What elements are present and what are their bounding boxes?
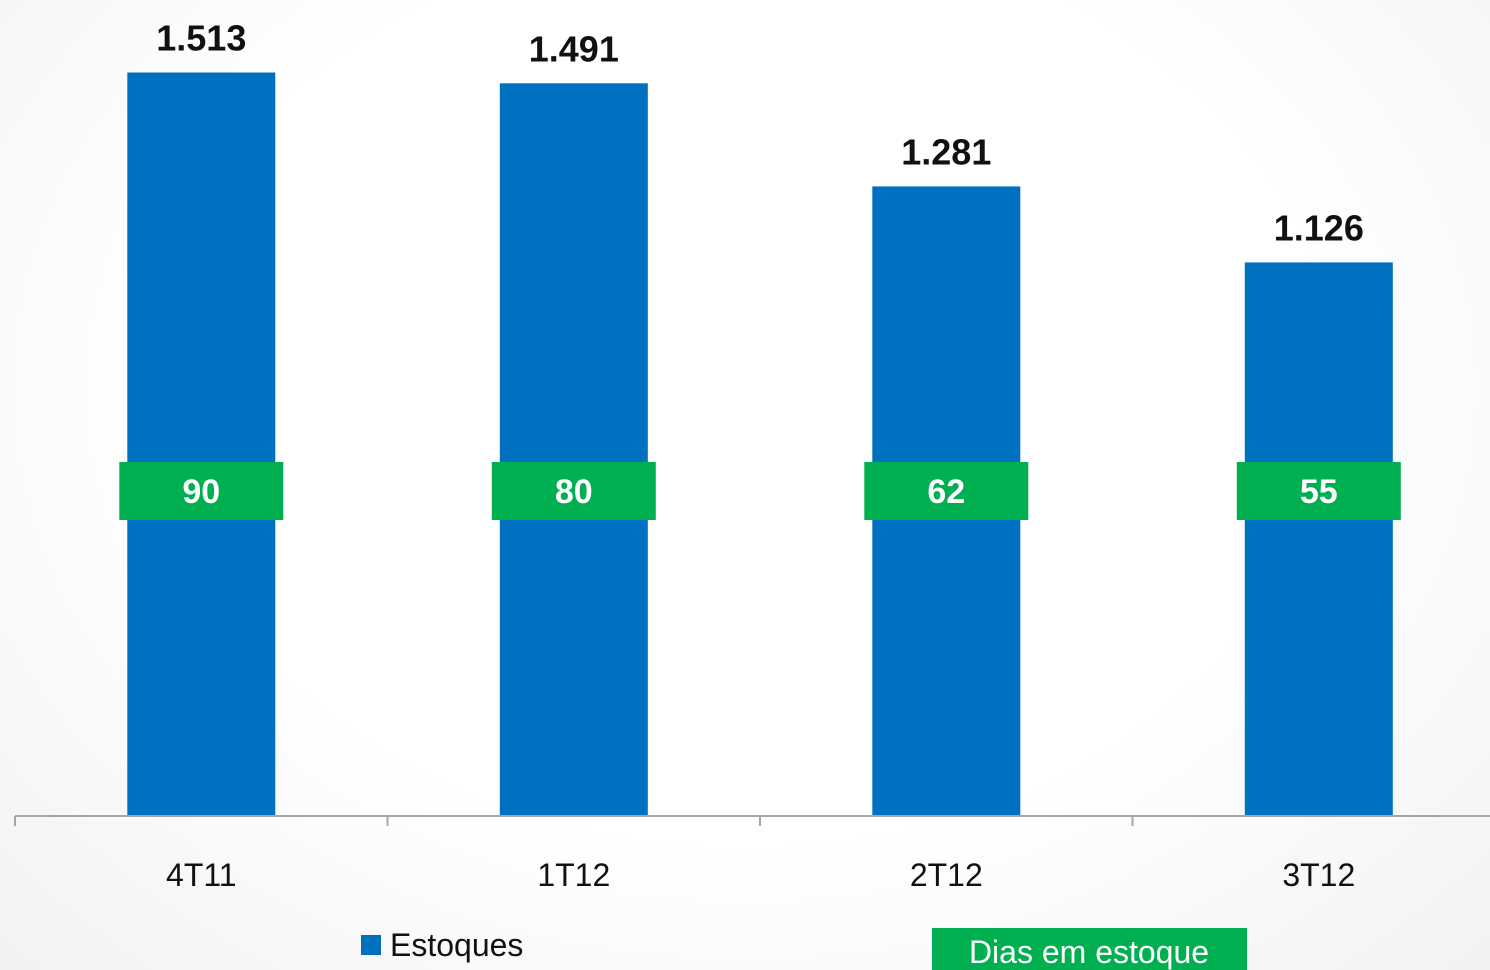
tick-label-4T11: 4T11: [166, 857, 237, 893]
tick-label-3T12: 3T12: [1282, 857, 1355, 893]
badge-1T12: [491, 462, 656, 520]
legend: Estoques Dias em estoque: [361, 927, 1247, 970]
badge-4T11: [119, 462, 284, 520]
bar-3T12: [1244, 262, 1393, 815]
badge-label-3T12: 55: [1300, 473, 1338, 511]
badges-group: 90 80 62 55: [119, 462, 1401, 520]
legend-label-dias-em-estoque: Dias em estoque: [969, 934, 1209, 970]
badge-3T12: [1236, 462, 1401, 520]
x-axis-ticks: [14, 816, 1134, 826]
badge-label-4T11: 90: [182, 473, 220, 511]
legend-swatch-estoques: [361, 935, 381, 955]
bar-1T12: [499, 83, 648, 816]
tick-label-2T12: 2T12: [910, 857, 983, 893]
value-label-4T11: 1.513: [156, 18, 246, 59]
value-label-2T12: 1.281: [901, 131, 991, 172]
legend-label-estoques: Estoques: [390, 927, 523, 963]
badge-label-2T12: 62: [927, 473, 965, 511]
badge-2T12: [864, 462, 1029, 520]
bars-group: [127, 72, 1393, 816]
value-labels-group: 1.513 1.491 1.281 1.126: [156, 18, 1364, 249]
tick-label-1T12: 1T12: [537, 857, 610, 893]
value-label-3T12: 1.126: [1274, 207, 1364, 248]
legend-swatch-dias-em-estoque: [932, 928, 1247, 970]
value-label-1T12: 1.491: [529, 28, 619, 69]
x-axis-tick-labels: 4T11 1T12 2T12 3T12: [166, 857, 1355, 893]
bar-4T11: [127, 72, 276, 815]
badge-label-1T12: 80: [555, 473, 593, 511]
